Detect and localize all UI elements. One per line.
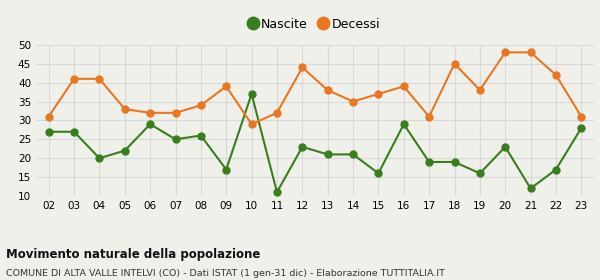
Decessi: [400, 85, 407, 88]
Line: Decessi: Decessi: [45, 49, 585, 128]
Decessi: [553, 73, 560, 77]
Nascite: [96, 157, 103, 160]
Decessi: [578, 115, 585, 118]
Legend: Nascite, Decessi: Nascite, Decessi: [250, 18, 380, 31]
Nascite: [349, 153, 356, 156]
Decessi: [451, 62, 458, 66]
Nascite: [172, 138, 179, 141]
Nascite: [70, 130, 77, 134]
Nascite: [578, 126, 585, 130]
Nascite: [527, 187, 534, 190]
Nascite: [274, 191, 281, 194]
Nascite: [400, 123, 407, 126]
Nascite: [553, 168, 560, 171]
Text: Movimento naturale della popolazione: Movimento naturale della popolazione: [6, 248, 260, 261]
Decessi: [527, 51, 534, 54]
Line: Nascite: Nascite: [45, 90, 585, 196]
Decessi: [121, 108, 128, 111]
Nascite: [324, 153, 331, 156]
Decessi: [96, 77, 103, 81]
Nascite: [45, 130, 52, 134]
Decessi: [476, 88, 484, 92]
Nascite: [121, 149, 128, 152]
Nascite: [223, 168, 230, 171]
Decessi: [502, 51, 509, 54]
Decessi: [172, 111, 179, 115]
Decessi: [324, 88, 331, 92]
Nascite: [502, 145, 509, 149]
Decessi: [45, 115, 52, 118]
Nascite: [451, 160, 458, 164]
Nascite: [146, 123, 154, 126]
Nascite: [248, 92, 255, 96]
Decessi: [349, 100, 356, 103]
Nascite: [375, 172, 382, 175]
Decessi: [299, 66, 306, 69]
Nascite: [476, 172, 484, 175]
Decessi: [274, 111, 281, 115]
Decessi: [425, 115, 433, 118]
Decessi: [146, 111, 154, 115]
Decessi: [375, 92, 382, 96]
Decessi: [223, 85, 230, 88]
Nascite: [299, 145, 306, 149]
Nascite: [197, 134, 205, 137]
Nascite: [425, 160, 433, 164]
Decessi: [70, 77, 77, 81]
Text: COMUNE DI ALTA VALLE INTELVI (CO) - Dati ISTAT (1 gen-31 dic) - Elaborazione TUT: COMUNE DI ALTA VALLE INTELVI (CO) - Dati…: [6, 269, 445, 278]
Decessi: [197, 104, 205, 107]
Decessi: [248, 123, 255, 126]
